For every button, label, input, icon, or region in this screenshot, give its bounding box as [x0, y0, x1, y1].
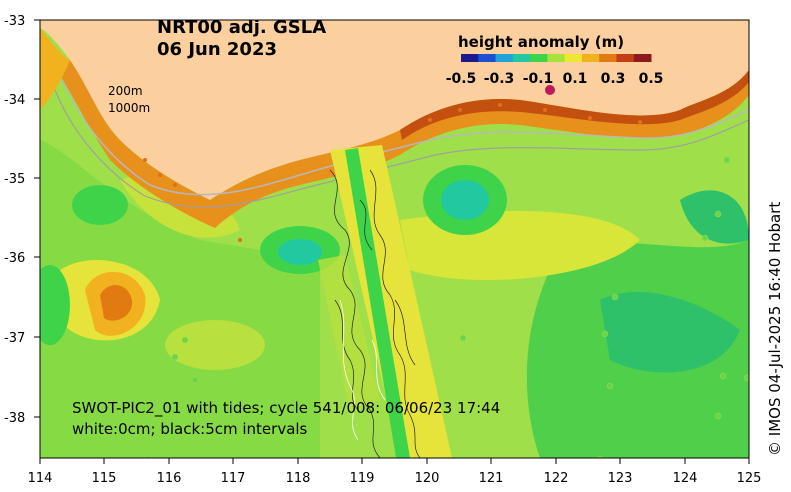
colorbar-swatch	[495, 54, 514, 62]
y-axis: -33 -34 -35 -36 -37 -38	[4, 14, 40, 426]
colorbar-swatch	[547, 54, 566, 62]
colorbar-swatch	[599, 54, 617, 62]
colorbar-tick: -0.3	[484, 71, 515, 87]
x-tick: 116	[157, 471, 182, 486]
land-mass	[40, 20, 749, 200]
x-tick: 117	[221, 471, 246, 486]
colorbar-swatch	[581, 54, 600, 62]
coastal-dots	[143, 103, 642, 242]
map-title: NRT00 adj. GSLA	[157, 17, 326, 38]
y-tick: -34	[4, 93, 25, 108]
x-tick: 115	[92, 471, 117, 486]
y-tick: -36	[4, 251, 25, 266]
colorbar-swatch	[478, 54, 497, 62]
colorbar-swatch	[564, 54, 583, 62]
x-tick: 118	[286, 471, 311, 486]
y-tick: -35	[4, 172, 25, 187]
x-tick: 119	[350, 471, 375, 486]
colorbar-swatch	[512, 54, 531, 62]
x-tick: 124	[673, 471, 698, 486]
map-field	[40, 20, 749, 458]
x-tick: 123	[608, 471, 633, 486]
map-date: 06 Jun 2023	[157, 39, 277, 60]
hotspot-marker	[545, 85, 555, 95]
x-tick: 122	[544, 471, 569, 486]
colorbar-tick: 0.3	[601, 71, 626, 87]
along-track-dots	[144, 156, 749, 458]
x-tick: 120	[415, 471, 440, 486]
colorbar-title: height anomaly (m)	[458, 33, 624, 51]
x-tick: 121	[479, 471, 504, 486]
x-tick: 125	[737, 471, 762, 486]
colorbar-tick: 0.1	[563, 71, 588, 87]
colorbar: height anomaly (m) -0.5 -0.3 -0.1 0.1 0.…	[446, 33, 664, 87]
colorbar-tick: 0.5	[639, 71, 664, 87]
swot-annotation: SWOT-PIC2_01 with tides; cycle 541/008: …	[72, 399, 500, 418]
colorbar-swatch	[616, 54, 635, 62]
y-tick: -38	[4, 411, 25, 426]
colorbar-swatches	[461, 54, 652, 62]
colorbar-tick: -0.5	[446, 71, 477, 87]
colorbar-swatch	[633, 54, 652, 62]
colorbar-swatch	[530, 54, 548, 62]
y-tick: -33	[4, 14, 25, 29]
colorbar-swatch	[461, 54, 479, 62]
x-axis: 114 115 116 117 118 119 120 121 122 123 …	[28, 458, 762, 486]
plot-frame	[39, 19, 750, 459]
y-tick: -37	[4, 331, 25, 346]
colorbar-tick: -0.1	[523, 71, 554, 87]
isobath-label-200m: 200m	[108, 84, 143, 98]
x-tick: 114	[28, 471, 53, 486]
swot-contour-note: white:0cm; black:5cm intervals	[72, 420, 308, 438]
swot-swath	[318, 145, 452, 458]
isobath-label-1000m: 1000m	[108, 101, 150, 115]
imos-credit: © IMOS 04-Jul-2025 16:40 Hobart	[766, 202, 784, 456]
